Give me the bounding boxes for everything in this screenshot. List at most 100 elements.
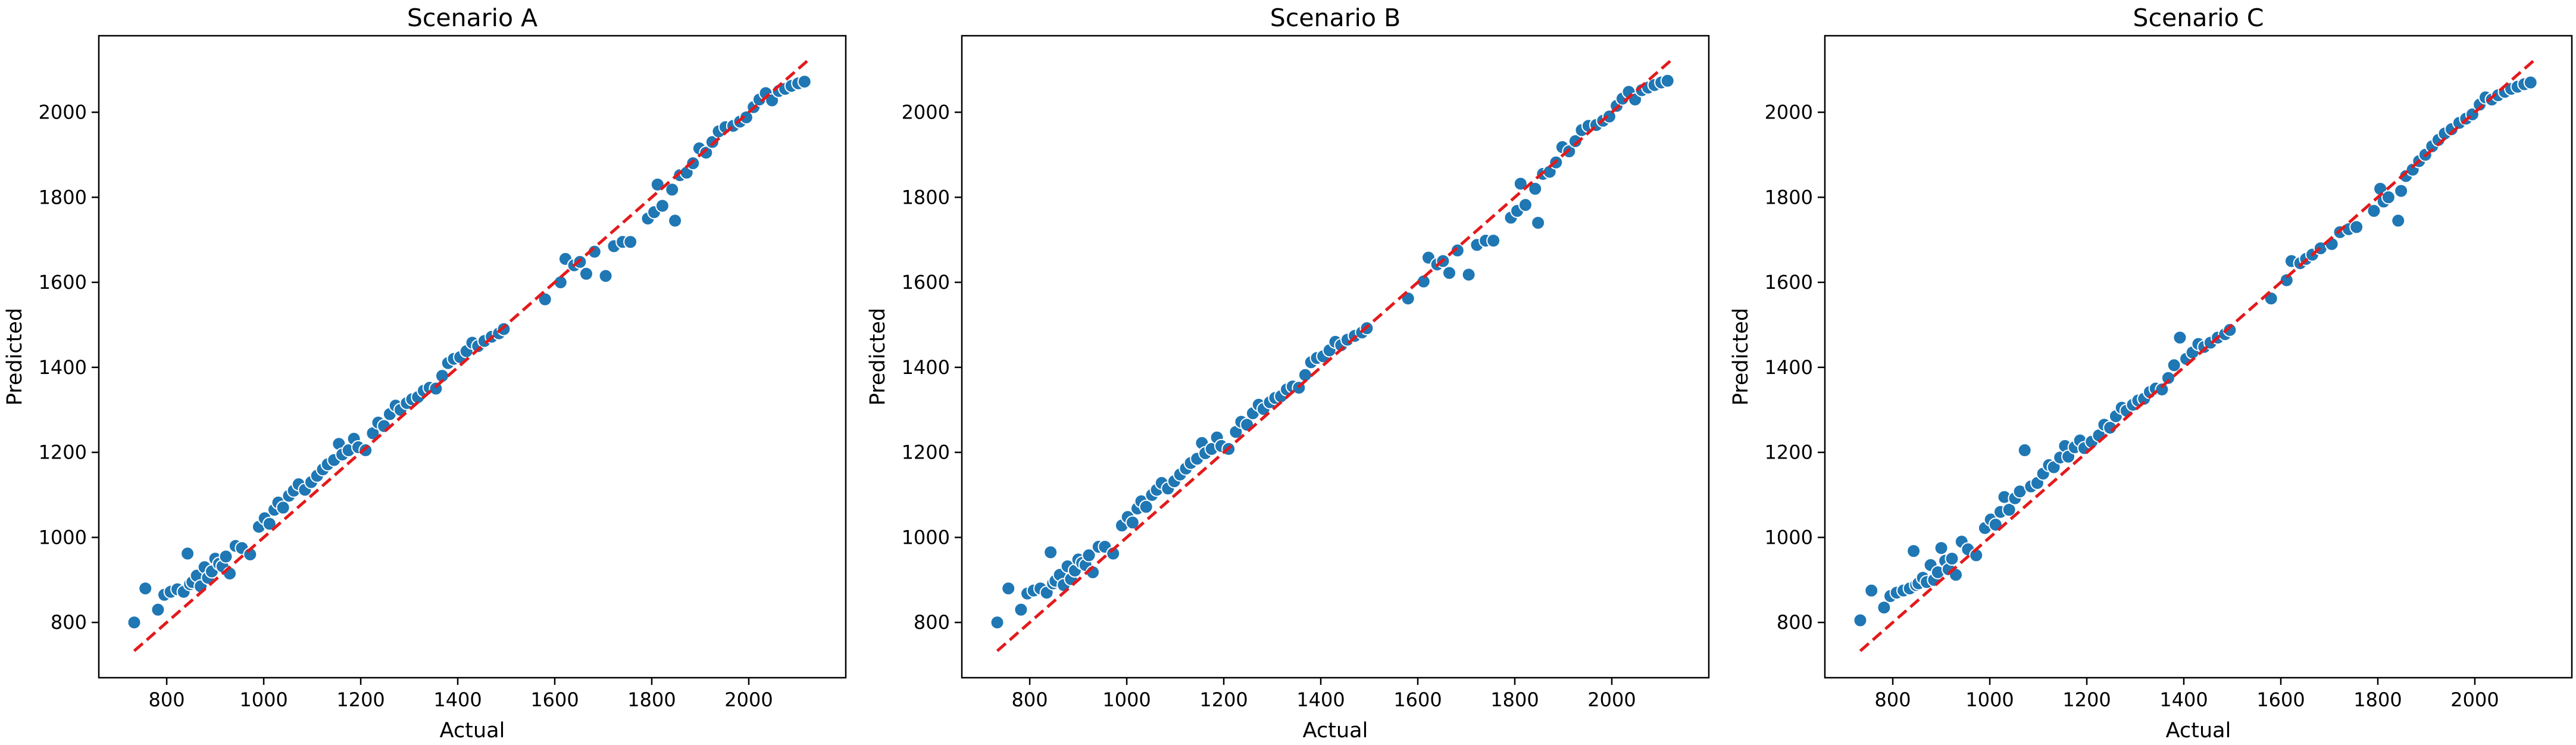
scatter-point — [1528, 182, 1543, 197]
x-tick-label: 1400 — [2159, 688, 2208, 711]
x-tick-label: 1600 — [1393, 688, 1442, 711]
y-axis-label: Predicted — [1729, 308, 1753, 406]
scatter-panel-scenario-a: Scenario A 800 1000 1200 1400 1600 1800 2000 800… — [3, 4, 847, 743]
scatter-point — [151, 602, 165, 617]
y-tick-label: 1600 — [39, 271, 87, 294]
scatter-point — [1934, 541, 1949, 556]
scatter-panel-scenario-b: Scenario B 800 1000 1200 1400 1600 1800 2000 800… — [866, 4, 1710, 743]
scatter-point — [262, 516, 277, 531]
y-axis-label: Predicted — [3, 308, 27, 406]
scatter-point — [739, 110, 754, 125]
y-tick-label: 800 — [51, 611, 87, 634]
scatter-point — [1081, 548, 1096, 563]
scatter-point — [127, 615, 142, 630]
scatter-point — [1139, 500, 1153, 515]
scatter-point — [1906, 544, 1921, 559]
x-tick-label: 1200 — [2062, 688, 2111, 711]
x-axis-label: Actual — [1303, 719, 1368, 743]
scatter-point — [2349, 220, 2364, 235]
y-tick-label: 1800 — [39, 186, 87, 208]
scatter-point — [598, 269, 613, 283]
scatter-point — [2394, 183, 2409, 198]
scatter-point — [655, 198, 670, 213]
x-tick-label: 800 — [149, 688, 185, 711]
scatter-point — [2391, 213, 2406, 228]
y-tick-label: 1800 — [902, 186, 950, 208]
y-tick-label: 800 — [914, 611, 950, 634]
scatter-point — [1864, 583, 1879, 598]
x-tick-label: 1400 — [433, 688, 482, 711]
scatter-point — [1513, 176, 1528, 191]
plot-frame — [961, 35, 1710, 679]
x-tick-label: 2000 — [724, 688, 773, 711]
y-tick-label: 800 — [1777, 611, 1813, 634]
y-tick-label: 2000 — [902, 101, 950, 124]
x-tick-label: 1600 — [2256, 688, 2305, 711]
scatter-point — [1461, 267, 1476, 282]
y-tick-label: 1400 — [1765, 356, 1813, 379]
x-tick-label: 1800 — [627, 688, 676, 711]
scatter-point — [2523, 75, 2538, 90]
x-tick-label: 2000 — [2450, 688, 2499, 711]
x-tick-label: 2000 — [1587, 688, 1636, 711]
scatter-point — [276, 500, 290, 515]
scatter-point — [2167, 358, 2181, 373]
scatter-point — [623, 235, 638, 250]
y-axis-label: Predicted — [866, 308, 890, 406]
scatter-point — [1486, 233, 1501, 248]
plot-frame — [1824, 35, 2573, 679]
scatter-point — [1043, 545, 1058, 560]
scatter-point — [537, 292, 552, 307]
x-tick-label: 1000 — [1102, 688, 1151, 711]
x-tick-label: 1200 — [336, 688, 384, 711]
scatter-point — [2002, 503, 2017, 518]
scatter-point — [2017, 443, 2032, 458]
x-tick-label: 1600 — [530, 688, 579, 711]
y-tick-label: 1200 — [1765, 441, 1813, 464]
scatter-point — [1660, 73, 1675, 88]
scatter-point — [665, 182, 680, 197]
x-tick-label: 800 — [1875, 688, 1911, 711]
x-tick-label: 800 — [1012, 688, 1048, 711]
y-tick-label: 1400 — [39, 356, 87, 379]
scatter-point — [686, 156, 701, 171]
scatter-point — [1014, 602, 1028, 617]
y-tick-label: 1600 — [902, 271, 950, 294]
scatter-point — [1125, 515, 1140, 530]
scatter-point — [1442, 266, 1457, 280]
scatter-point — [990, 615, 1005, 630]
y-tick-label: 1200 — [902, 441, 950, 464]
y-tick-label: 1000 — [39, 526, 87, 548]
scatter-panel-scenario-c: Scenario C 800 1000 1200 1400 1600 1800 2000 800… — [1729, 4, 2573, 743]
scatter-point — [797, 74, 812, 89]
scatter-point — [2172, 330, 2187, 345]
scatter-point — [180, 546, 195, 561]
y-tick-label: 1600 — [1765, 271, 1813, 294]
chart-title: Scenario B — [1270, 4, 1400, 32]
y-tick-label: 1200 — [39, 441, 87, 464]
scatter-point — [699, 145, 714, 160]
y-tick-label: 2000 — [39, 101, 87, 124]
x-axis-label: Actual — [440, 719, 505, 743]
scatter-point — [705, 135, 720, 149]
x-axis-label: Actual — [2166, 719, 2231, 743]
y-tick-label: 1400 — [902, 356, 950, 379]
plot-frame — [98, 35, 847, 679]
x-tick-label: 1800 — [2353, 688, 2402, 711]
scatter-point — [1518, 198, 1533, 213]
scatter-point — [138, 581, 153, 596]
x-tick-label: 1200 — [1199, 688, 1248, 711]
x-tick-label: 1000 — [1965, 688, 2014, 711]
y-tick-label: 2000 — [1765, 101, 1813, 124]
scatter-point — [579, 266, 594, 281]
scatter-point — [1450, 243, 1465, 258]
x-tick-label: 1000 — [239, 688, 287, 711]
chart-title: Scenario C — [2133, 4, 2264, 32]
scatter-point — [2161, 370, 2175, 385]
scatter-point — [1568, 134, 1583, 149]
scatter-point — [2155, 382, 2169, 397]
chart-title: Scenario A — [407, 4, 537, 32]
y-tick-label: 1800 — [1765, 186, 1813, 208]
scatter-point — [2381, 190, 2396, 205]
